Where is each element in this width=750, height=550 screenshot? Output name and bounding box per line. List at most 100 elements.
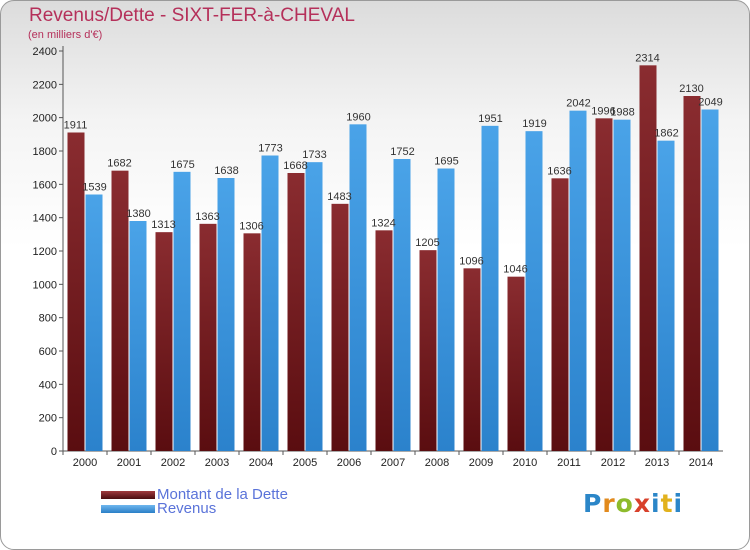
x-tick-label: 2014 (689, 457, 713, 469)
bar-revenus (129, 221, 147, 451)
data-label-revenus: 1988 (610, 107, 634, 119)
data-label-dette: 1306 (239, 220, 263, 232)
logo-letter: r (602, 489, 616, 518)
data-label-revenus: 2042 (566, 98, 590, 110)
bar-dette (507, 276, 525, 451)
x-tick-label: 2013 (645, 457, 669, 469)
data-label-dette: 2314 (635, 52, 659, 64)
bar-dette (551, 178, 569, 452)
y-tick-label: 400 (39, 379, 57, 391)
data-label-dette: 2130 (679, 83, 703, 95)
data-label-dette: 1668 (283, 160, 307, 172)
data-label-revenus: 1733 (302, 149, 326, 161)
data-label-revenus: 1960 (346, 111, 370, 123)
x-tick-label: 2001 (117, 457, 141, 469)
y-tick-label: 2400 (33, 46, 57, 58)
legend-swatch-dette (101, 491, 155, 499)
bar-revenus (217, 178, 235, 451)
y-tick-label: 1800 (33, 146, 57, 158)
bar-dette (375, 230, 393, 451)
data-label-revenus: 1695 (434, 156, 458, 168)
data-label-revenus: 1675 (170, 159, 194, 171)
chart-subtitle: (en milliers d'€) (28, 29, 103, 41)
bar-revenus (437, 168, 455, 451)
bar-dette (111, 170, 129, 451)
data-label-revenus: 1752 (390, 146, 414, 158)
data-label-dette: 1313 (151, 219, 175, 231)
data-label-revenus: 1380 (126, 208, 150, 220)
data-label-revenus: 1773 (258, 143, 282, 155)
bar-revenus (525, 131, 543, 451)
x-tick-label: 2009 (469, 457, 493, 469)
data-label-revenus: 1539 (82, 182, 106, 194)
data-label-dette: 1046 (503, 264, 527, 276)
bar-dette (287, 173, 305, 451)
logo-letter: P (583, 489, 603, 518)
data-label-dette: 1324 (371, 217, 395, 229)
logo-letter: x (633, 489, 651, 518)
y-tick-label: 1600 (33, 179, 57, 191)
proxiti-logo: Proxiti (583, 489, 683, 518)
bar-revenus (349, 124, 367, 451)
bar-revenus (305, 162, 323, 451)
legend-label-dette: Montant de la Dette (157, 486, 288, 503)
legend-swatch-revenus (101, 505, 155, 513)
logo-letter: i (651, 489, 661, 518)
bar-dette (199, 223, 217, 451)
bar-revenus (85, 194, 103, 451)
chart-title: Revenus/Dette - SIXT-FER-à-CHEVAL (29, 5, 355, 26)
bar-revenus (613, 119, 631, 452)
bar-revenus (481, 125, 499, 451)
data-label-dette: 1636 (547, 165, 571, 177)
y-tick-label: 200 (39, 413, 57, 425)
bar-dette (683, 96, 701, 451)
y-tick-label: 800 (39, 313, 57, 325)
x-tick-label: 2011 (557, 457, 581, 469)
y-tick-label: 600 (39, 346, 57, 358)
y-tick-label: 2000 (33, 113, 57, 125)
logo-letter: t (660, 489, 674, 518)
data-label-dette: 1483 (327, 191, 351, 203)
data-label-revenus: 2049 (698, 97, 722, 109)
x-tick-label: 2012 (601, 457, 625, 469)
bar-dette (331, 203, 349, 451)
y-tick-label: 1200 (33, 246, 57, 258)
x-tick-label: 2000 (73, 457, 97, 469)
y-tick-label: 1400 (33, 213, 57, 225)
data-label-dette: 1996 (591, 105, 615, 117)
x-tick-label: 2010 (513, 457, 537, 469)
bar-dette (67, 132, 85, 451)
data-label-revenus: 1638 (214, 165, 238, 177)
data-label-dette: 1911 (64, 120, 88, 132)
logo-letter: i (673, 489, 684, 518)
x-tick-label: 2004 (249, 457, 273, 469)
y-tick-label: 1000 (33, 279, 57, 291)
data-label-dette: 1205 (415, 237, 439, 249)
y-tick-label: 0 (51, 446, 57, 458)
legend-label-revenus: Revenus (157, 500, 217, 517)
bar-revenus (569, 110, 587, 452)
x-tick-label: 2006 (337, 457, 361, 469)
data-label-dette: 1682 (107, 158, 131, 170)
data-label-revenus: 1919 (522, 118, 546, 130)
bar-dette (243, 233, 261, 451)
x-tick-label: 2002 (161, 457, 185, 469)
bar-dette (463, 268, 481, 451)
bar-revenus (173, 171, 191, 452)
x-tick-label: 2007 (381, 457, 405, 469)
data-label-dette: 1363 (195, 211, 219, 223)
y-tick-label: 2200 (33, 79, 57, 91)
bar-revenus (657, 140, 675, 451)
bar-dette (419, 250, 437, 451)
bar-dette (639, 65, 657, 451)
data-label-revenus: 1951 (478, 113, 502, 125)
data-label-revenus: 1862 (654, 128, 678, 140)
x-tick-label: 2003 (205, 457, 229, 469)
x-tick-label: 2008 (425, 457, 449, 469)
bar-dette (155, 232, 173, 451)
x-tick-label: 2005 (293, 457, 317, 469)
bar-dette (595, 118, 613, 451)
bar-revenus (261, 155, 279, 451)
